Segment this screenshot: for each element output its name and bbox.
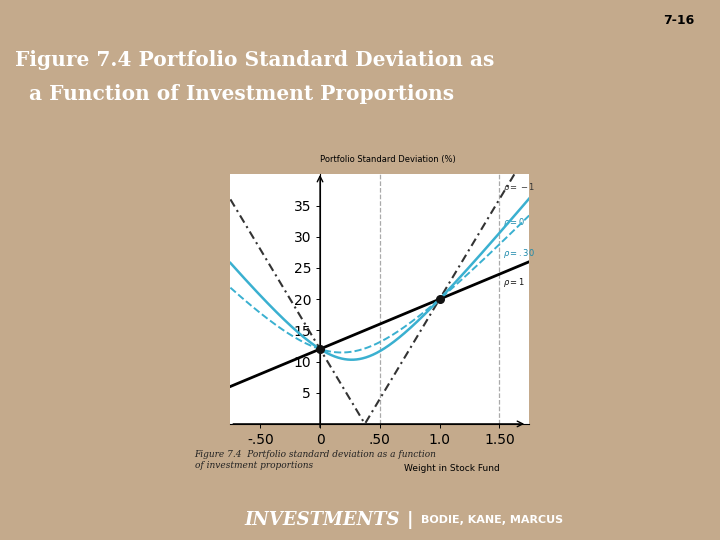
- Text: $\rho=1$: $\rho=1$: [503, 276, 525, 289]
- Text: $\rho=.30$: $\rho=.30$: [503, 247, 535, 260]
- Text: Figure 7.4 Portfolio Standard Deviation as: Figure 7.4 Portfolio Standard Deviation …: [15, 50, 495, 70]
- Text: a Function of Investment Proportions: a Function of Investment Proportions: [15, 84, 454, 104]
- Text: $\rho=-1$: $\rho=-1$: [503, 180, 535, 193]
- Text: 7-16: 7-16: [664, 14, 695, 26]
- Text: BODIE, KANE, MARCUS: BODIE, KANE, MARCUS: [421, 515, 563, 525]
- Text: $\rho=0$: $\rho=0$: [503, 216, 525, 229]
- Text: |: |: [407, 511, 414, 529]
- Text: Weight in Stock Fund: Weight in Stock Fund: [404, 464, 500, 474]
- Text: INVESTMENTS: INVESTMENTS: [244, 511, 400, 529]
- Text: Portfolio Standard Deviation (%): Portfolio Standard Deviation (%): [320, 156, 456, 165]
- Text: Figure 7.4  Portfolio standard deviation as a function
of investment proportions: Figure 7.4 Portfolio standard deviation …: [194, 450, 436, 470]
